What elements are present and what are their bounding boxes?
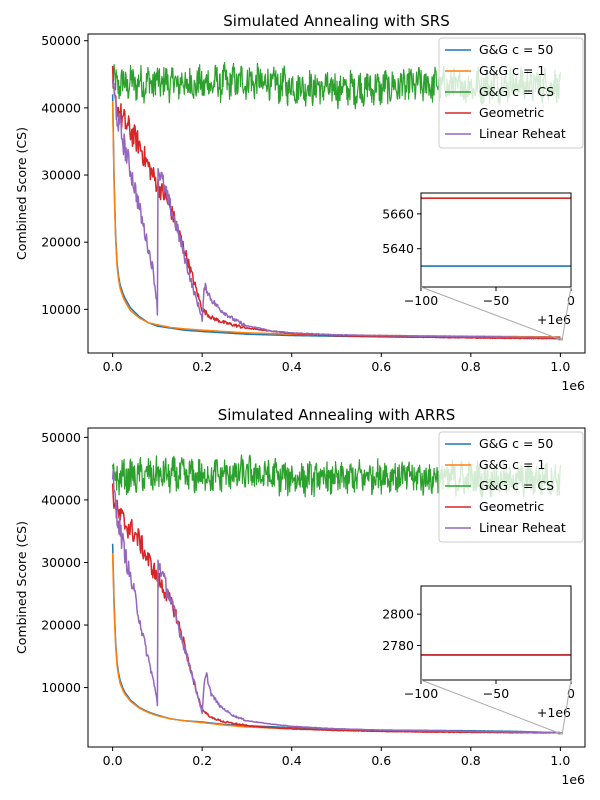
chart-panel-2: Simulated Annealing with ARRS Combined Sc… xyxy=(14,406,586,787)
inset-zoom: −100 −50 0 +1e6 5640 5660 xyxy=(382,192,575,327)
y-tick-label: 10000 xyxy=(41,302,81,317)
plot-frame xyxy=(87,33,586,354)
x-tick-label: 0.8 xyxy=(461,359,481,374)
legend-label-gandg-c-cs: G&G c = CS xyxy=(479,478,554,493)
y-tick-label: 50000 xyxy=(41,430,81,445)
legend-label-geometric: Geometric xyxy=(479,105,544,120)
inset-x-tick-label: 0 xyxy=(567,686,575,701)
y-tick-label: 50000 xyxy=(41,33,81,48)
inset-x-offset-label: +1e6 xyxy=(537,312,571,327)
x-offset-label: 1e6 xyxy=(561,772,585,787)
x-tick-label: 0.6 xyxy=(371,359,391,374)
legend: G&G c = 50 G&G c = 1 G&G c = CS Geometric Li… xyxy=(438,37,584,149)
legend-box xyxy=(438,431,584,543)
legend-label-gandg-c-cs: G&G c = CS xyxy=(479,84,554,99)
legend-label-linear-reheat: Linear Reheat xyxy=(479,520,566,535)
x-tick-label: 0.4 xyxy=(282,359,302,374)
inset-x-tick-label: −50 xyxy=(483,686,509,701)
inset-x-tick-label: 0 xyxy=(567,293,575,308)
chart-title: Simulated Annealing with SRS xyxy=(223,12,449,30)
y-axis-label: Combined Score (CS) xyxy=(14,521,29,654)
x-tick-label: 0.2 xyxy=(192,359,212,374)
legend-label-gandg-c-1: G&G c = 1 xyxy=(479,457,545,472)
x-tick-label: 0.2 xyxy=(192,753,212,768)
zoom-region-indicator xyxy=(557,732,563,735)
x-offset-label: 1e6 xyxy=(561,378,585,393)
series-line-linear-reheat xyxy=(111,80,561,339)
inset-y-tick-label: 5640 xyxy=(382,241,414,256)
y-tick-label: 30000 xyxy=(41,555,81,570)
legend-label-gandg-c-50: G&G c = 50 xyxy=(479,436,553,451)
y-tick-label: 10000 xyxy=(41,680,81,695)
inset-x-tick-label: −50 xyxy=(483,293,509,308)
inset-background xyxy=(421,193,571,287)
inset-y-tick-label: 2780 xyxy=(382,638,414,653)
legend-label-gandg-c-50: G&G c = 50 xyxy=(479,42,553,57)
series-group xyxy=(111,454,561,734)
legend-label-linear-reheat: Linear Reheat xyxy=(479,126,566,141)
legend-label-gandg-c-1: G&G c = 1 xyxy=(479,63,545,78)
inset-x-offset-label: +1e6 xyxy=(537,705,571,720)
y-tick-label: 40000 xyxy=(41,100,81,115)
x-tick-label: 0.4 xyxy=(282,753,302,768)
x-tick-label: 0.0 xyxy=(103,753,123,768)
inset-x-tick-label: −100 xyxy=(404,293,438,308)
inset-zoom: −100 −50 0 +1e6 2780 2800 xyxy=(382,585,575,720)
zoom-connector-line xyxy=(561,679,572,733)
zoom-connector-line xyxy=(420,679,559,734)
x-tick-label: 1.0 xyxy=(550,359,570,374)
inset-y-tick-label: 2800 xyxy=(382,607,414,622)
series-line-geometric xyxy=(111,65,561,340)
zoom-region-indicator xyxy=(557,337,563,341)
inset-x-tick-label: −100 xyxy=(404,686,438,701)
x-tick-label: 0.8 xyxy=(461,753,481,768)
y-tick-label: 40000 xyxy=(41,492,81,507)
chart-panel-1: Simulated Annealing with SRS Combined Sco… xyxy=(14,12,586,393)
legend-label-geometric: Geometric xyxy=(479,499,544,514)
x-tick-label: 0.6 xyxy=(371,753,391,768)
legend-box xyxy=(438,37,584,149)
plot-frame xyxy=(87,427,586,748)
y-tick-label: 20000 xyxy=(41,235,81,250)
legend: G&G c = 50 G&G c = 1 G&G c = CS Geometric Li… xyxy=(438,431,584,543)
chart-title: Simulated Annealing with ARRS xyxy=(218,406,456,424)
y-tick-label: 20000 xyxy=(41,618,81,633)
zoom-connector-line xyxy=(561,286,572,339)
zoom-connector-line xyxy=(420,286,559,340)
y-axis-label: Combined Score (CS) xyxy=(14,127,29,260)
x-tick-label: 1.0 xyxy=(550,753,570,768)
y-tick-label: 30000 xyxy=(41,168,81,183)
inset-y-tick-label: 5660 xyxy=(382,206,414,221)
series-line-linear-reheat xyxy=(111,468,561,734)
inset-background xyxy=(421,586,571,680)
x-tick-label: 0.0 xyxy=(103,359,123,374)
